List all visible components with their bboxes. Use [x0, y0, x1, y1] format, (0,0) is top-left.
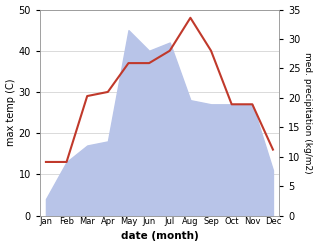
Y-axis label: max temp (C): max temp (C)	[5, 79, 16, 146]
X-axis label: date (month): date (month)	[121, 231, 198, 242]
Y-axis label: med. precipitation (kg/m2): med. precipitation (kg/m2)	[303, 52, 313, 173]
